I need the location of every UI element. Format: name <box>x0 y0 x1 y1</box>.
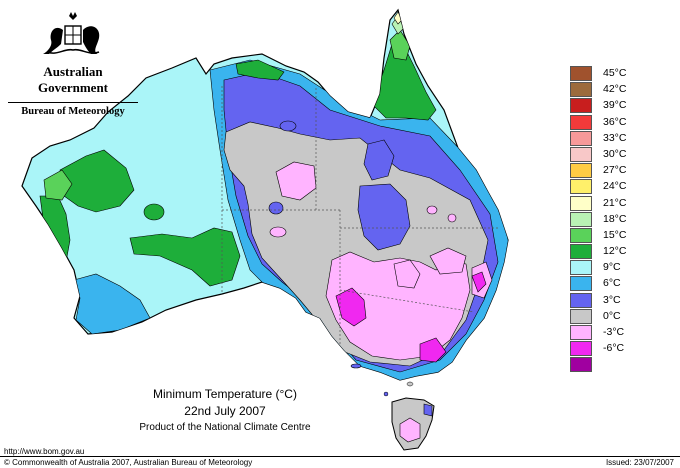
region-6c-west <box>73 273 151 335</box>
state-borders <box>221 86 498 344</box>
legend-label: 24°C <box>603 180 627 193</box>
legend-swatch <box>570 325 592 340</box>
legend-label: 39°C <box>603 99 627 112</box>
region-15c-west <box>43 169 73 201</box>
legend-label: 0°C <box>603 309 621 322</box>
legend-swatch <box>570 244 592 260</box>
footer: © Commonwealth of Australia 2007, Austra… <box>0 456 680 468</box>
legend-label: 9°C <box>603 261 621 274</box>
coat-of-arms-icon <box>43 12 100 54</box>
legend-swatch <box>570 146 592 162</box>
tasmania-minus3c <box>399 417 421 443</box>
king-island <box>383 391 389 397</box>
legend-label: 12°C <box>603 245 627 258</box>
map-date: 22nd July 2007 <box>184 404 266 418</box>
legend-swatch <box>570 114 592 130</box>
region-minus3c-inner <box>393 259 421 289</box>
map-caption: Minimum Temperature (°C) 22nd July 2007 … <box>110 387 340 433</box>
legend-label: 30°C <box>603 147 627 160</box>
region-minus6c-east <box>471 271 487 293</box>
map-product: Product of the National Climate Centre <box>139 422 311 433</box>
source-url[interactable]: http://www.bom.gov.au <box>4 447 85 456</box>
legend-swatch <box>570 130 592 146</box>
legend-swatch <box>570 66 592 81</box>
region-minus6c-west <box>335 287 367 327</box>
bureau-name: Bureau of Meteorology <box>8 102 138 117</box>
region-3c-spot <box>268 201 284 215</box>
legend-swatch <box>570 341 592 357</box>
legend-swatch <box>570 292 592 308</box>
bass-island <box>406 381 414 387</box>
legend-swatch <box>570 357 592 373</box>
region-3c-lobe-north <box>363 139 395 181</box>
legend-label: 21°C <box>603 196 627 209</box>
legend-swatch <box>570 276 592 292</box>
legend-label: 45°C <box>603 67 627 79</box>
issued-date: Issued: 23/07/2007 <box>605 458 674 467</box>
legend-swatch <box>570 227 592 243</box>
legend-swatch <box>570 308 592 324</box>
legend-label: 18°C <box>603 212 627 225</box>
legend-label: -6°C <box>603 342 625 355</box>
legend-label: 36°C <box>603 115 627 128</box>
legend-label: 27°C <box>603 164 627 177</box>
legend-swatch <box>570 163 592 179</box>
legend-label: 6°C <box>603 277 621 290</box>
region-minus3c-spot-a <box>269 226 287 238</box>
region-minus3c-spot-b <box>426 205 438 215</box>
legend-label: 15°C <box>603 228 627 241</box>
legend-swatch <box>570 195 592 211</box>
region-minus3c <box>325 251 471 361</box>
tasmania-3c <box>423 403 433 417</box>
legend-swatch <box>570 260 592 276</box>
region-12c-band <box>129 227 241 287</box>
region-12c-north <box>235 59 285 81</box>
kangaroo-island <box>350 363 362 369</box>
copyright-text: © Commonwealth of Australia 2007, Austra… <box>4 458 253 467</box>
region-3c-spot-b <box>279 120 297 132</box>
legend-label: 42°C <box>603 83 627 96</box>
region-minus6c-south <box>419 337 447 363</box>
legend-swatch <box>570 98 592 114</box>
government-name: Australian Government <box>37 64 109 95</box>
region-minus3c-spot-c <box>447 213 457 223</box>
legend-swatch <box>570 82 592 98</box>
legend-label: 33°C <box>603 131 627 144</box>
legend-swatch <box>570 179 592 195</box>
legend-label: 3°C <box>603 293 621 306</box>
legend-swatch <box>570 211 592 227</box>
region-12c-west <box>59 149 135 213</box>
legend-label: -3°C <box>603 326 625 338</box>
region-12c-cape <box>371 43 437 121</box>
map-title: Minimum Temperature (°C) <box>153 387 297 401</box>
bom-logo: Australian Government Bureau of Meteorol… <box>8 10 138 117</box>
region-minus3c-qld <box>429 247 467 275</box>
region-3c-lobe <box>357 183 411 251</box>
region-12c-spot <box>143 203 165 221</box>
